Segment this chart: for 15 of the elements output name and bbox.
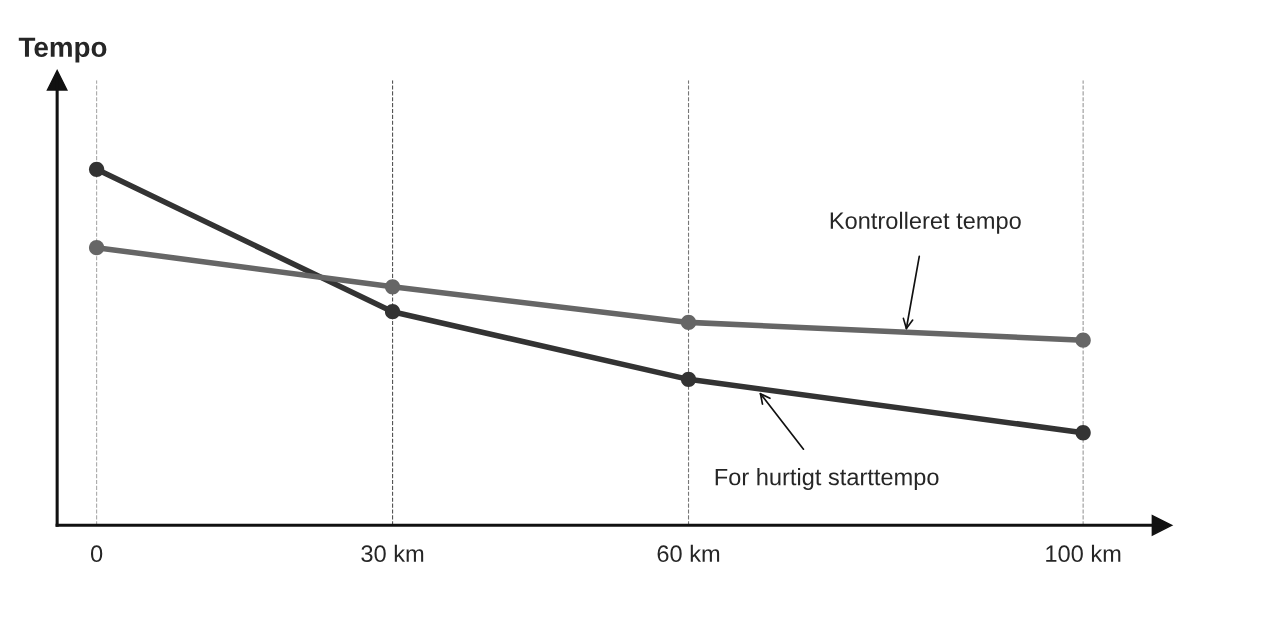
x-tick-label: 30 km (361, 544, 424, 563)
point (680, 371, 697, 387)
annotation: Kontrolleret tempo (830, 211, 1021, 234)
x-tick-label: 0 (90, 545, 103, 563)
point (384, 279, 401, 295)
point (1075, 332, 1091, 348)
point (1075, 425, 1091, 441)
x-tick-label: 60 km (657, 544, 720, 563)
x-tick-label: 100 km (1046, 544, 1121, 563)
point (88, 240, 105, 256)
point (384, 304, 401, 320)
point (88, 161, 105, 177)
point (680, 314, 697, 331)
annotation: For hurtigt starttempo (715, 468, 939, 491)
y-axis-title: Tempo (18, 37, 107, 63)
